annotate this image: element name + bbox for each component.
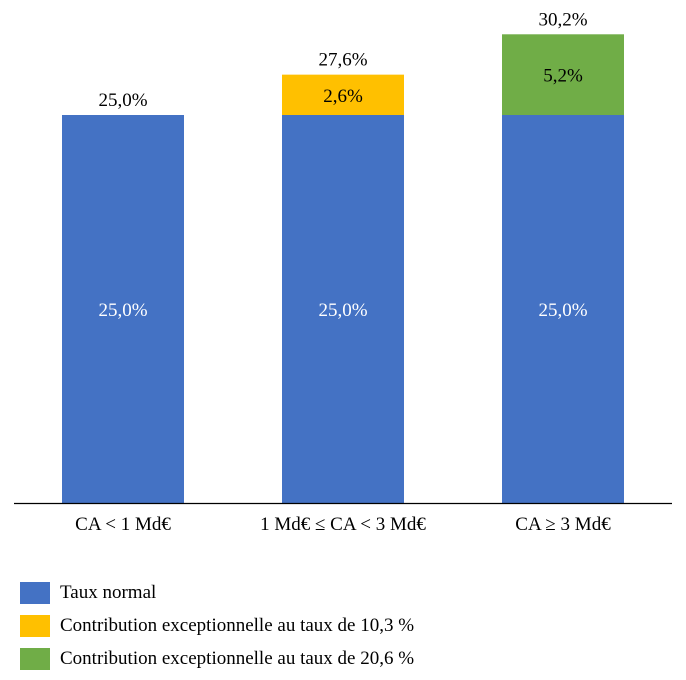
- bar-segment: [282, 74, 404, 115]
- legend-swatch: [20, 581, 50, 604]
- stacked-bar-chart: 25,0% 25,0% CA < 1 Md€ 25,0% 2,6% 27,6% 1 Md€ …: [14, 9, 672, 535]
- legend-item: Contribution exceptionnelle au taux de 1…: [20, 609, 414, 642]
- data-label: 5,2%: [543, 66, 583, 87]
- data-label: 25,0%: [538, 300, 587, 321]
- bar-segment: [62, 115, 184, 503]
- legend-label: Contribution exceptionnelle au taux de 1…: [60, 614, 415, 636]
- x-tick-label: CA ≥ 3 Md€: [515, 514, 611, 535]
- legend-item: Contribution exceptionnelle au taux de 2…: [20, 642, 414, 675]
- legend: Taux normal Contribution exceptionnelle a…: [20, 576, 414, 675]
- data-label: 25,0%: [318, 300, 367, 321]
- data-label: 25,0%: [98, 300, 147, 321]
- total-label: 25,0%: [98, 90, 147, 111]
- bar-segment: [282, 115, 404, 503]
- x-tick-label: CA < 1 Md€: [75, 514, 171, 535]
- data-label: 2,6%: [323, 86, 363, 107]
- bar-segment: [502, 34, 624, 115]
- legend-swatch: [20, 614, 50, 637]
- total-label: 30,2%: [538, 9, 587, 30]
- legend-item: Taux normal: [20, 576, 414, 609]
- total-label: 27,6%: [318, 50, 367, 71]
- x-tick-label: 1 Md€ ≤ CA < 3 Md€: [260, 514, 426, 535]
- legend-swatch: [20, 647, 50, 670]
- legend-label: Taux normal: [60, 581, 157, 603]
- legend-label: Contribution exceptionnelle au taux de 2…: [60, 647, 415, 669]
- bar-segment: [502, 115, 624, 503]
